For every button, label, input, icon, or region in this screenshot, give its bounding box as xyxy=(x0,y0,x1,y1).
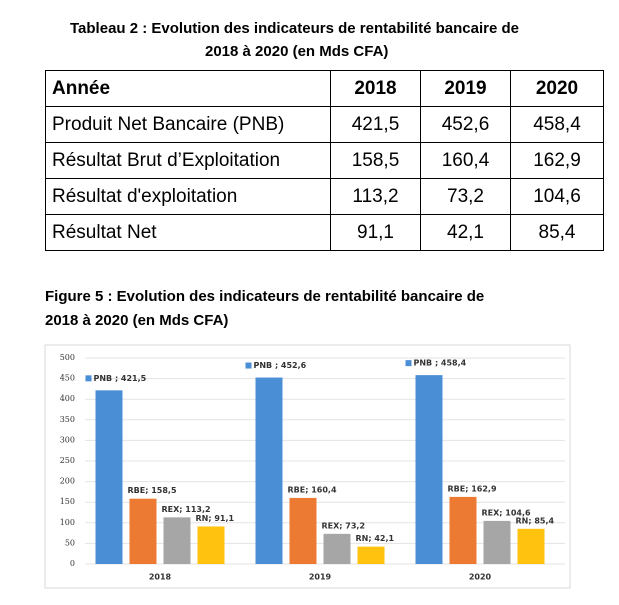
y-tick-label: 400 xyxy=(60,394,75,403)
x-tick-label: 2018 xyxy=(149,573,172,582)
data-label: RN; 85,4 xyxy=(516,516,555,525)
table-cell: 2020 xyxy=(510,70,604,107)
table-cell: 2019 xyxy=(420,70,511,107)
bar xyxy=(163,517,191,564)
x-tick-label: 2020 xyxy=(469,573,492,582)
data-label: PNB ; 458,4 xyxy=(414,359,467,368)
table-cell: 104,6 xyxy=(510,178,604,215)
label-key xyxy=(85,375,92,382)
data-label: RN; 42,1 xyxy=(356,534,395,543)
bar xyxy=(517,528,545,564)
table-cell: Résultat d'exploitation xyxy=(45,178,331,215)
table-cell: 91,1 xyxy=(330,214,421,251)
table-row: Produit Net Bancaire (PNB) 421,5 452,6 458,… xyxy=(45,106,604,143)
table-caption: Tableau 2 : Evolution des indicateurs de… xyxy=(70,20,520,37)
bar xyxy=(197,526,225,564)
table-row: Résultat Net 91,1 42,1 85,4 xyxy=(45,214,604,251)
table-cell: Résultat Net xyxy=(45,214,331,251)
data-label: RBE; 160,4 xyxy=(288,485,337,494)
table-cell: 158,5 xyxy=(330,142,421,179)
label-key xyxy=(405,360,412,367)
label-key xyxy=(245,362,252,369)
table-cell: 42,1 xyxy=(420,214,511,251)
figure-caption: 2018 à 2020 (en Mds CFA) xyxy=(45,312,229,329)
y-tick-label: 150 xyxy=(60,497,75,506)
bar xyxy=(255,377,283,564)
bar xyxy=(357,546,385,564)
y-tick-label: 250 xyxy=(60,456,75,465)
y-tick-label: 200 xyxy=(60,477,75,486)
table-cell: 421,5 xyxy=(330,106,421,143)
bar xyxy=(95,390,123,564)
y-tick-label: 0 xyxy=(70,559,75,568)
table-cell: 113,2 xyxy=(330,178,421,215)
figure-caption: Figure 5 : Evolution des indicateurs de … xyxy=(45,288,485,305)
table-row: Résultat Brut d’Exploitation 158,5 160,4 16… xyxy=(45,142,604,179)
y-tick-label: 500 xyxy=(60,353,75,362)
table-row: Résultat d'exploitation 113,2 73,2 104,6 xyxy=(45,178,604,215)
table-cell: 452,6 xyxy=(420,106,511,143)
y-tick-label: 100 xyxy=(60,518,75,527)
bar xyxy=(289,497,317,564)
data-label: REX; 73,2 xyxy=(322,521,366,530)
bar xyxy=(449,496,477,564)
data-label: REX; 113,2 xyxy=(162,505,211,514)
y-tick-label: 350 xyxy=(60,415,75,424)
table-cell: 85,4 xyxy=(510,214,604,251)
data-label: PNB ; 452,6 xyxy=(254,361,307,370)
y-tick-label: 300 xyxy=(60,435,75,444)
data-label: RBE; 162,9 xyxy=(448,484,497,493)
table-caption: 2018 à 2020 (en Mds CFA) xyxy=(205,43,389,60)
y-tick-label: 50 xyxy=(65,538,75,547)
data-label: RBE; 158,5 xyxy=(128,486,177,495)
data-label: RN; 91,1 xyxy=(196,514,235,523)
table-cell: 458,4 xyxy=(510,106,604,143)
x-tick-label: 2019 xyxy=(309,573,332,582)
table-row: Année 2018 2019 2020 xyxy=(45,70,604,107)
table-cell: Résultat Brut d’Exploitation xyxy=(45,142,331,179)
y-tick-label: 450 xyxy=(60,374,75,383)
bar xyxy=(323,533,351,564)
table-cell: Produit Net Bancaire (PNB) xyxy=(45,106,331,143)
table-cell: 73,2 xyxy=(420,178,511,215)
bar xyxy=(483,520,511,564)
bar xyxy=(415,375,443,564)
table: Année 2018 2019 2020 Produit Net Bancaire (P… xyxy=(45,70,604,251)
bar xyxy=(129,498,157,564)
data-label: REX; 104,6 xyxy=(482,508,532,517)
data-label: PNB ; 421,5 xyxy=(94,374,147,383)
